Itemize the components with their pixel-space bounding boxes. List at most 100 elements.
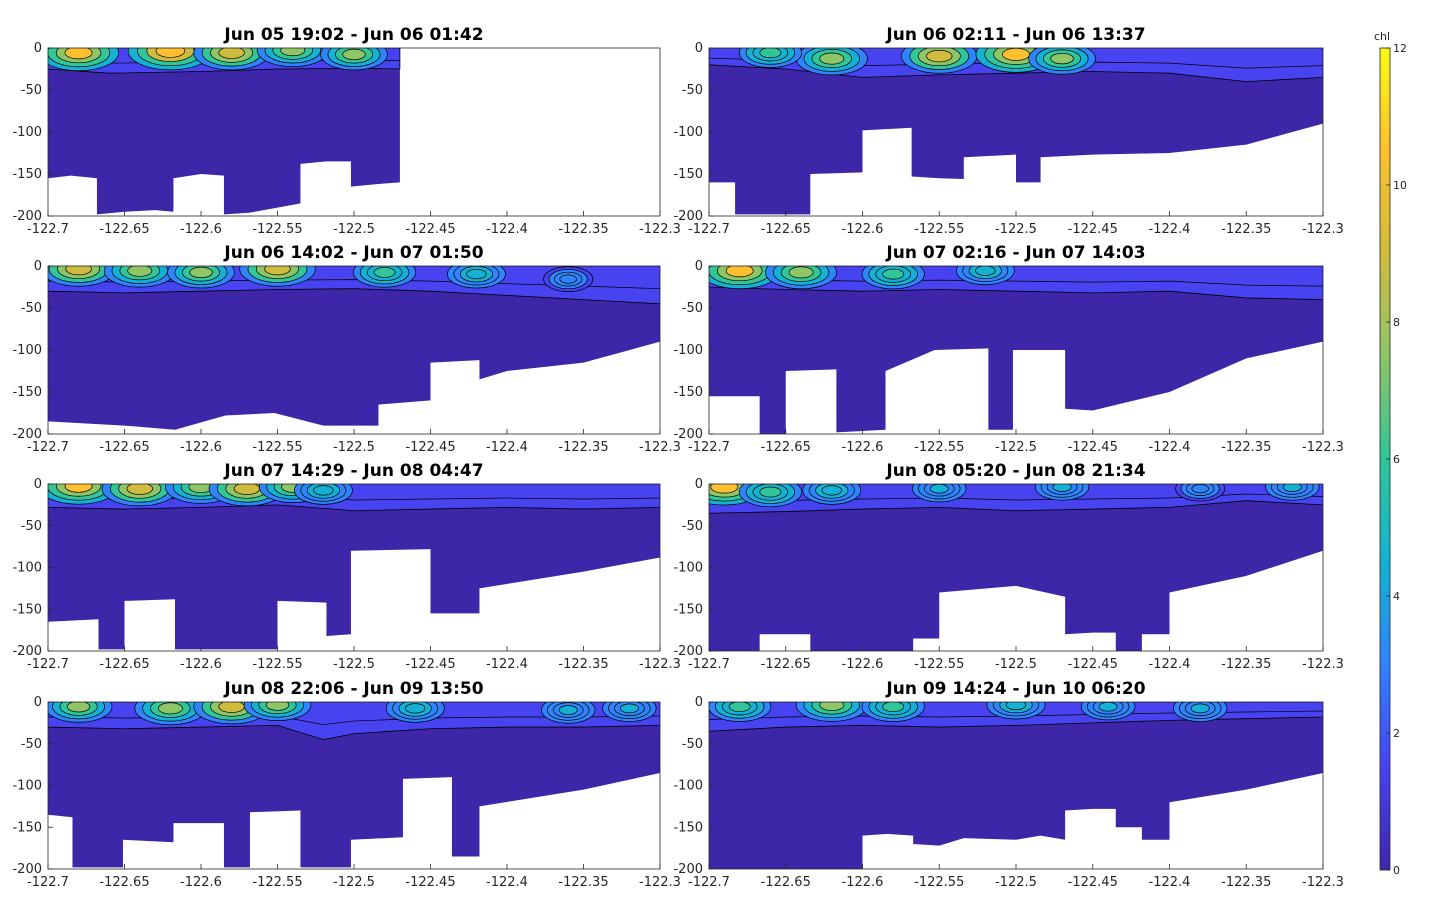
chl-contour (218, 48, 245, 59)
x-tick-label: -122.4 (1149, 222, 1191, 237)
chl-contour (929, 484, 949, 494)
x-tick-label: -122.6 (180, 657, 222, 672)
chl-contour (788, 266, 814, 279)
x-tick-label: -122.5 (333, 657, 375, 672)
chl-contour (404, 703, 426, 714)
subplot-title: Jun 09 14:24 - Jun 10 06:20 (885, 679, 1145, 699)
x-tick-label: -122.55 (252, 875, 302, 890)
y-tick-label: 0 (695, 259, 703, 274)
chl-contour (342, 48, 366, 61)
subplot-title: Jun 05 19:02 - Jun 06 01:42 (223, 25, 483, 45)
deep-water-region (48, 266, 660, 430)
y-tick-label: -150 (673, 602, 703, 617)
x-tick-label: -122.3 (1302, 440, 1344, 455)
y-tick-label: -100 (673, 343, 703, 358)
x-tick-label: -122.35 (1221, 875, 1271, 890)
colorbar-tick-label: 0 (1393, 864, 1400, 877)
contour-field (709, 48, 1323, 215)
x-tick-label: -122.65 (761, 440, 811, 455)
x-tick-label: -122.55 (914, 222, 964, 237)
contour-field (709, 702, 1323, 869)
chl-contour (1002, 48, 1030, 61)
x-tick-label: -122.35 (558, 222, 608, 237)
x-tick-label: -122.55 (252, 222, 302, 237)
contour-field (48, 48, 401, 215)
contour-field (48, 484, 660, 650)
x-tick-label: -122.45 (405, 440, 455, 455)
x-tick-label: -122.6 (842, 875, 884, 890)
x-tick-label: -122.7 (27, 657, 69, 672)
y-tick-label: -200 (12, 209, 42, 224)
x-tick-label: -122.55 (252, 657, 302, 672)
contour-field (48, 266, 660, 430)
x-tick-label: -122.4 (1149, 657, 1191, 672)
deep-water-region (709, 48, 1323, 215)
chl-contour (725, 266, 754, 278)
y-tick-label: -100 (12, 343, 42, 358)
x-tick-label: -122.55 (252, 440, 302, 455)
subplot-4: Jun 07 02:16 - Jun 07 14:03 -122.7 -122.65… (673, 243, 1343, 455)
subplot-title: Jun 06 14:02 - Jun 07 01:50 (223, 243, 483, 263)
y-tick-label: -200 (12, 862, 42, 877)
colorbar-tick-label: 6 (1393, 453, 1400, 466)
subplots: Jun 05 19:02 - Jun 06 01:42 -122.7 -122.65… (12, 25, 1343, 890)
x-tick-label: -122.3 (1302, 657, 1344, 672)
x-tick-label: -122.35 (1221, 657, 1271, 672)
x-tick-label: -122.3 (639, 875, 681, 890)
chl-contour (1190, 703, 1210, 714)
y-tick-label: -100 (12, 779, 42, 794)
deep-water-region (709, 266, 1323, 434)
surface-layer (709, 484, 1323, 514)
colorbar: chl 0 2 4 6 8 10 12 (1374, 30, 1407, 877)
x-tick-label: -122.65 (761, 657, 811, 672)
y-tick-label: -100 (673, 125, 703, 140)
x-tick-label: -122.3 (639, 222, 681, 237)
chl-contour (157, 702, 183, 715)
x-tick-label: -122.55 (914, 875, 964, 890)
y-tick-label: -200 (12, 644, 42, 659)
y-tick-label: -150 (673, 820, 703, 835)
chl-contour (1050, 52, 1074, 65)
x-tick-label: -122.65 (99, 440, 149, 455)
chl-contour (64, 484, 93, 493)
contour-field (709, 266, 1323, 434)
y-tick-label: 0 (695, 477, 703, 492)
y-tick-label: -200 (673, 862, 703, 877)
y-tick-label: -200 (673, 644, 703, 659)
y-tick-label: 0 (695, 695, 703, 710)
x-tick-label: -122.7 (27, 440, 69, 455)
chl-contour (64, 48, 93, 60)
x-tick-label: -122.6 (180, 222, 222, 237)
x-tick-label: -122.7 (688, 875, 730, 890)
x-tick-label: -122.7 (688, 222, 730, 237)
chl-contour (1052, 484, 1072, 492)
chl-contour (265, 702, 290, 711)
chl-contour (558, 705, 578, 715)
chl-contour (1098, 702, 1118, 712)
y-tick-label: -150 (673, 167, 703, 182)
contour-field (48, 702, 660, 868)
y-tick-label: -50 (21, 83, 42, 98)
chl-contour (759, 486, 782, 498)
y-tick-label: -50 (682, 737, 703, 752)
y-tick-label: -150 (12, 385, 42, 400)
chl-contour (1005, 702, 1027, 711)
chl-contour (882, 268, 905, 280)
x-tick-label: -122.7 (688, 657, 730, 672)
chl-contour (559, 274, 577, 284)
deep-water-region (48, 48, 400, 215)
chl-contour (821, 485, 843, 496)
x-tick-label: -122.5 (333, 875, 375, 890)
x-tick-label: -122.3 (639, 657, 681, 672)
subplot-7: Jun 08 22:06 - Jun 09 13:50 -122.7 -122.65… (12, 679, 680, 890)
x-tick-label: -122.65 (761, 875, 811, 890)
y-tick-label: -100 (12, 561, 42, 576)
chl-contour (66, 702, 91, 713)
chl-contour (264, 266, 291, 276)
x-tick-label: -122.35 (558, 657, 608, 672)
x-tick-label: -122.45 (405, 657, 455, 672)
x-tick-label: -122.5 (995, 875, 1037, 890)
x-tick-label: -122.7 (27, 222, 69, 237)
x-tick-label: -122.3 (639, 440, 681, 455)
